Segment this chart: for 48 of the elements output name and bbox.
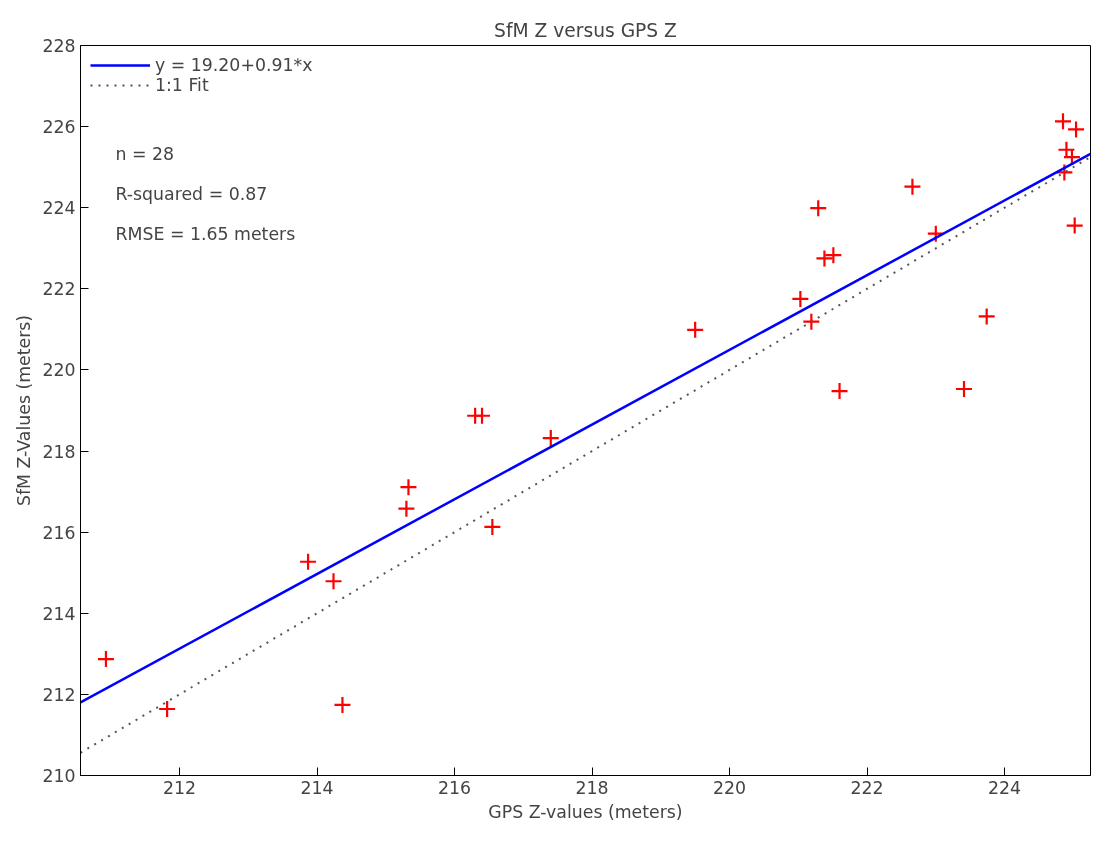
y-tick-label: 210 <box>42 766 76 786</box>
x-tick-label: 224 <box>988 777 1022 798</box>
y-axis-title: SfM Z-Values (meters) <box>14 314 35 507</box>
point <box>830 381 849 401</box>
point <box>686 320 705 339</box>
y-tick-label: 222 <box>42 279 76 300</box>
point <box>815 249 834 268</box>
point <box>1053 112 1073 131</box>
annotation: R-squared = 0.87 <box>115 183 268 204</box>
point <box>541 428 560 448</box>
point <box>791 289 810 309</box>
x-tick-label: 220 <box>713 777 747 798</box>
x-tick-label: 222 <box>850 777 884 798</box>
x-tick-label: 216 <box>437 777 472 798</box>
y-tick-label: 216 <box>42 522 76 543</box>
y-tick-label: 212 <box>42 684 76 705</box>
point <box>809 199 828 218</box>
x-tick-label: 218 <box>575 777 609 798</box>
annotation: RMSE = 1.65 meters <box>115 223 296 244</box>
y-tick-label: 224 <box>42 198 76 219</box>
x-axis-title: GPS Z-values (meters) <box>488 801 683 822</box>
point <box>1065 216 1084 235</box>
chart-title: SfM Z versus GPS Z <box>494 19 677 41</box>
point <box>802 312 821 331</box>
point <box>333 695 352 715</box>
point <box>399 478 418 497</box>
legend-label: y = 19.20+0.91*x <box>155 55 313 75</box>
point <box>1055 163 1074 182</box>
x-tick-label: 214 <box>300 777 334 798</box>
point <box>954 379 974 399</box>
point <box>96 650 116 669</box>
y-tick-label: 226 <box>42 117 76 138</box>
point <box>824 246 843 265</box>
point <box>977 307 996 326</box>
annotation: n = 28 <box>115 143 175 164</box>
x-tick-label: 212 <box>162 777 197 798</box>
point <box>397 499 416 518</box>
point <box>158 699 177 719</box>
point <box>324 572 343 591</box>
y-tick-label: 214 <box>42 603 76 624</box>
point <box>298 552 318 571</box>
y-tick-label: 228 <box>42 36 76 56</box>
y-tick-label: 218 <box>42 441 76 462</box>
y-tick-label: 220 <box>42 360 76 381</box>
point <box>903 177 922 196</box>
legend-label: 1:1 Fit <box>155 75 209 95</box>
point <box>483 517 502 536</box>
point <box>1066 120 1086 139</box>
